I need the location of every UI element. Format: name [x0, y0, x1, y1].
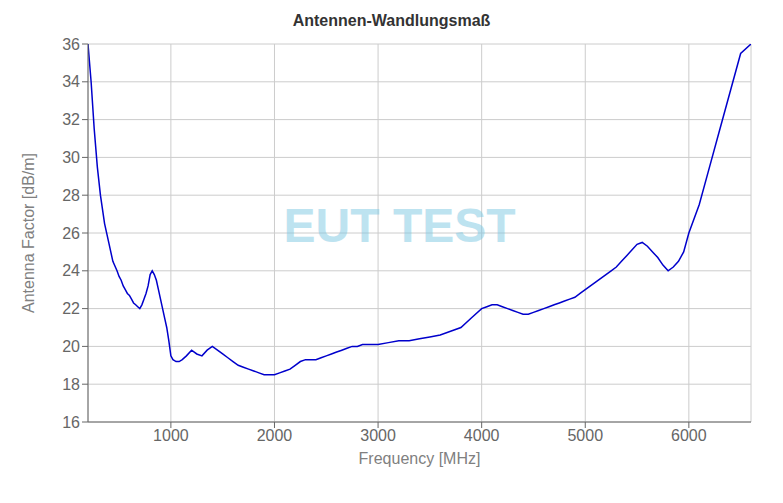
- svg-text:34: 34: [62, 73, 80, 90]
- svg-text:30: 30: [62, 149, 80, 166]
- svg-text:22: 22: [62, 300, 80, 317]
- html-text:Antennen-Wandlungsmaß: Antennen-Wandlungsmaß: [292, 12, 491, 29]
- svg-text:1000: 1000: [153, 427, 189, 444]
- svg-text:26: 26: [62, 225, 80, 242]
- svg-text:4000: 4000: [464, 427, 500, 444]
- svg-text:20: 20: [62, 338, 80, 355]
- svg-text:28: 28: [62, 187, 80, 204]
- svg-text:6000: 6000: [671, 427, 707, 444]
- html-text:EUT TEST: EUT TEST: [283, 198, 516, 252]
- svg-text:16: 16: [62, 414, 80, 431]
- svg-text:32: 32: [62, 111, 80, 128]
- svg-text:24: 24: [62, 262, 80, 279]
- svg-text:2000: 2000: [257, 427, 293, 444]
- svg-text:5000: 5000: [567, 427, 603, 444]
- svg-text:36: 36: [62, 36, 80, 53]
- svg-text:Frequency [MHz]: Frequency [MHz]: [359, 450, 481, 467]
- svg-text:3000: 3000: [360, 427, 396, 444]
- svg-text:18: 18: [62, 376, 80, 393]
- svg-text:Antenna Factor [dB/m]: Antenna Factor [dB/m]: [20, 153, 37, 313]
